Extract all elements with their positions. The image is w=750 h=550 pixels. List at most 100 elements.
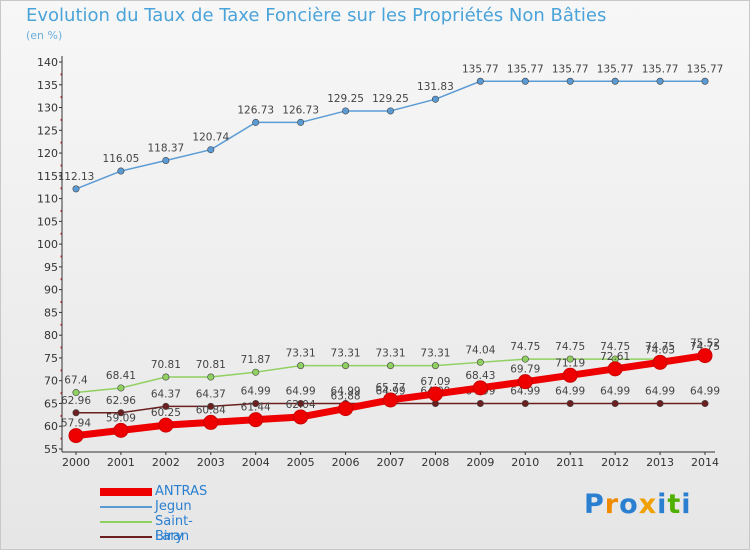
data-point-antras xyxy=(607,361,623,377)
x-tick-label: 2009 xyxy=(466,456,494,469)
data-label-antras: 59.09 xyxy=(106,412,136,424)
data-point-jegun xyxy=(72,185,80,193)
data-point-biran xyxy=(207,402,215,410)
data-label-biran: 64.99 xyxy=(600,386,630,398)
data-point-antras xyxy=(517,374,533,390)
y-tick-label: 105 xyxy=(37,215,58,228)
data-label-biran: 64.99 xyxy=(286,386,316,398)
data-point-jegun xyxy=(162,156,170,164)
legend-swatch xyxy=(100,521,152,523)
data-point-antras xyxy=(248,412,264,428)
x-tick-label: 2012 xyxy=(601,456,629,469)
data-point-saint-lary xyxy=(162,373,170,381)
data-label-biran: 64.99 xyxy=(645,386,675,398)
legend-swatch xyxy=(100,536,152,538)
data-label-antras: 69.79 xyxy=(510,364,540,376)
x-tick-label: 2000 xyxy=(62,456,90,469)
y-tick-label: 115 xyxy=(37,170,58,183)
logo-letter: t xyxy=(667,489,682,520)
legend-label: Biran xyxy=(155,529,190,544)
data-label-biran: 64.37 xyxy=(151,388,181,400)
data-label-antras: 72.61 xyxy=(600,351,630,363)
y-tick-label: 140 xyxy=(37,56,58,69)
data-point-saint-lary xyxy=(431,362,439,370)
y-tick-label: 90 xyxy=(44,284,58,297)
data-label-saint-lary: 70.81 xyxy=(196,359,226,371)
data-point-biran xyxy=(701,400,709,408)
data-label-jegun: 112.13 xyxy=(58,171,95,183)
data-label-biran: 64.99 xyxy=(690,386,720,398)
data-point-saint-lary xyxy=(72,389,80,397)
data-label-saint-lary: 71.87 xyxy=(241,354,271,366)
y-tick-label: 130 xyxy=(37,102,58,115)
data-label-jegun: 118.37 xyxy=(147,142,184,154)
data-point-jegun xyxy=(117,167,125,175)
data-label-jegun: 135.77 xyxy=(597,63,634,75)
y-tick-label: 95 xyxy=(44,261,58,274)
data-point-jegun xyxy=(431,95,439,103)
data-label-jegun: 126.73 xyxy=(237,104,274,116)
x-tick-label: 2010 xyxy=(511,456,539,469)
data-label-saint-lary: 74.75 xyxy=(690,341,720,353)
data-label-biran: 64.99 xyxy=(241,386,271,398)
legend-swatch xyxy=(100,488,152,496)
data-label-jegun: 135.77 xyxy=(687,63,724,75)
logo-letter: r xyxy=(604,489,620,520)
data-point-biran xyxy=(476,400,484,408)
data-label-jegun: 129.25 xyxy=(372,93,409,105)
data-label-saint-lary: 67.4 xyxy=(64,375,88,387)
data-point-antras xyxy=(472,380,488,396)
legend-label: Saint-Lary xyxy=(155,514,193,544)
x-tick-label: 2013 xyxy=(646,456,674,469)
data-point-saint-lary xyxy=(521,355,529,363)
data-point-biran xyxy=(611,400,619,408)
data-label-antras: 57.94 xyxy=(61,418,91,430)
x-tick-label: 2005 xyxy=(287,456,315,469)
data-label-biran: 64.99 xyxy=(555,386,585,398)
data-point-saint-lary xyxy=(342,362,350,370)
data-point-saint-lary xyxy=(566,355,574,363)
data-point-biran xyxy=(162,402,170,410)
data-point-jegun xyxy=(252,118,260,126)
data-label-saint-lary: 74.75 xyxy=(555,341,585,353)
data-point-jegun xyxy=(611,77,619,85)
data-label-antras: 71.19 xyxy=(555,357,585,369)
data-label-antras: 67.09 xyxy=(420,376,450,388)
data-point-biran xyxy=(297,400,305,408)
data-label-saint-lary: 74.75 xyxy=(645,341,675,353)
data-point-antras xyxy=(652,354,668,370)
data-point-antras xyxy=(113,422,129,438)
y-tick-label: 55 xyxy=(44,443,58,456)
x-tick-label: 2004 xyxy=(242,456,270,469)
y-tick-label: 110 xyxy=(37,193,58,206)
x-tick-label: 2006 xyxy=(332,456,360,469)
data-point-antras xyxy=(203,414,219,430)
data-label-saint-lary: 74.04 xyxy=(465,344,495,356)
logo-letter: x xyxy=(638,489,658,520)
data-point-jegun xyxy=(566,77,574,85)
data-label-antras: 62.04 xyxy=(286,399,316,411)
proxiti-logo: Proxiti xyxy=(584,489,692,520)
y-tick-label: 120 xyxy=(37,147,58,160)
data-label-saint-lary: 68.41 xyxy=(106,370,136,382)
x-tick-label: 2007 xyxy=(377,456,405,469)
data-point-jegun xyxy=(297,118,305,126)
y-tick-label: 60 xyxy=(44,420,58,433)
data-point-antras xyxy=(68,428,84,444)
data-label-antras: 61.44 xyxy=(241,402,271,414)
data-point-antras xyxy=(383,392,398,408)
data-point-biran xyxy=(117,409,125,417)
y-tick-label: 75 xyxy=(44,352,58,365)
data-point-jegun xyxy=(476,77,484,85)
data-label-antras: 68.43 xyxy=(465,370,495,382)
logo-letter: i xyxy=(681,489,692,520)
data-label-saint-lary: 73.31 xyxy=(375,348,405,360)
data-point-jegun xyxy=(207,146,215,154)
y-tick-label: 125 xyxy=(37,124,58,137)
data-point-saint-lary xyxy=(117,384,125,392)
chart-title: Evolution du Taux de Taxe Foncière sur l… xyxy=(26,5,607,26)
y-tick-label: 65 xyxy=(44,397,58,410)
data-point-jegun xyxy=(701,77,709,85)
x-tick-label: 2002 xyxy=(152,456,180,469)
